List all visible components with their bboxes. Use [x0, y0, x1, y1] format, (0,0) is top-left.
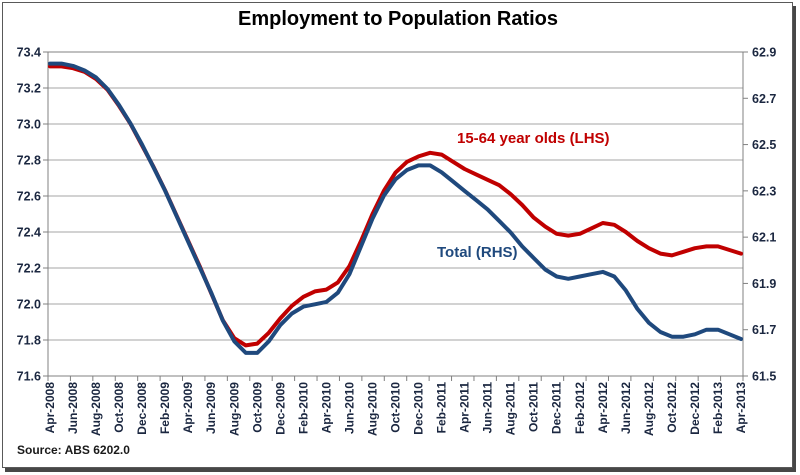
- x-axis-label: Dec-2012: [688, 382, 702, 435]
- chart-panel: [2, 2, 793, 468]
- x-axis-label: Dec-2010: [412, 382, 426, 435]
- x-axis-label: Oct-2012: [665, 382, 679, 433]
- series-line-total-rhs: [48, 61, 743, 355]
- y-axis-left-label: 71.8: [17, 334, 41, 348]
- y-axis-left-label: 71.6: [17, 370, 41, 384]
- x-axis-label: Aug-2012: [642, 382, 656, 436]
- y-axis-left-label: 73.0: [17, 118, 41, 132]
- chart-title: Employment to Population Ratios: [237, 8, 558, 30]
- x-axis-label: Jun-2012: [619, 382, 633, 434]
- series-label-total-rhs: Total (RHS): [437, 244, 518, 261]
- series-label-15-64-lhs: 15-64 year olds (LHS): [457, 130, 610, 147]
- x-axis-label: Feb-2011: [435, 382, 449, 434]
- y-axis-left-label: 72.6: [17, 190, 41, 204]
- x-axis-label: Oct-2009: [250, 382, 264, 433]
- y-axis-right-label: 62.9: [752, 46, 776, 60]
- x-axis-label: Jun-2009: [204, 382, 218, 434]
- x-axis-label: Apr-2008: [43, 382, 57, 434]
- x-axis-label: Aug-2010: [365, 382, 379, 436]
- x-axis-label: Apr-2012: [596, 382, 610, 434]
- x-axis-label: Apr-2011: [458, 382, 472, 433]
- y-axis-right-label: 62.5: [752, 138, 776, 152]
- y-axis-left-label: 72.2: [17, 262, 41, 276]
- x-axis-label: Aug-2009: [227, 382, 241, 436]
- y-axis-right-label: 61.5: [752, 370, 776, 384]
- x-axis-label: Feb-2013: [711, 382, 725, 434]
- source-note: Source: ABS 6202.0: [17, 443, 130, 457]
- x-axis-label: Feb-2009: [158, 382, 172, 434]
- x-axis-label: Jun-2010: [342, 382, 356, 434]
- x-axis-label: Apr-2009: [181, 382, 195, 434]
- x-axis-label: Jun-2008: [66, 382, 80, 434]
- x-axis-label: Jun-2011: [481, 382, 495, 434]
- x-axis-label: Dec-2009: [273, 382, 287, 435]
- y-axis-left-label: 73.2: [17, 82, 41, 96]
- y-axis-right-label: 61.7: [752, 323, 776, 337]
- y-axis-left-label: 72.4: [17, 226, 41, 240]
- x-axis-label: Dec-2011: [550, 382, 564, 434]
- x-axis-label: Apr-2010: [319, 382, 333, 434]
- y-axis-right-label: 62.1: [752, 231, 776, 245]
- x-axis-label: Oct-2010: [389, 382, 403, 433]
- x-axis-label: Apr-2013: [734, 382, 748, 434]
- x-axis-label: Dec-2008: [135, 382, 149, 435]
- y-axis-left-label: 72.0: [17, 298, 41, 312]
- y-axis-left-label: 72.8: [17, 154, 41, 168]
- x-axis-label: Feb-2010: [296, 382, 310, 434]
- x-axis-label: Feb-2012: [573, 382, 587, 434]
- y-axis-left-label: 73.4: [17, 46, 41, 60]
- y-axis-right-label: 62.3: [752, 184, 776, 198]
- y-axis-right-label: 61.9: [752, 277, 776, 291]
- x-axis-label: Aug-2008: [89, 382, 103, 436]
- x-axis-label: Oct-2011: [527, 382, 541, 432]
- y-axis-right-label: 62.7: [752, 92, 776, 106]
- x-axis-label: Aug-2011: [504, 382, 518, 436]
- x-axis-label: Oct-2008: [112, 382, 126, 433]
